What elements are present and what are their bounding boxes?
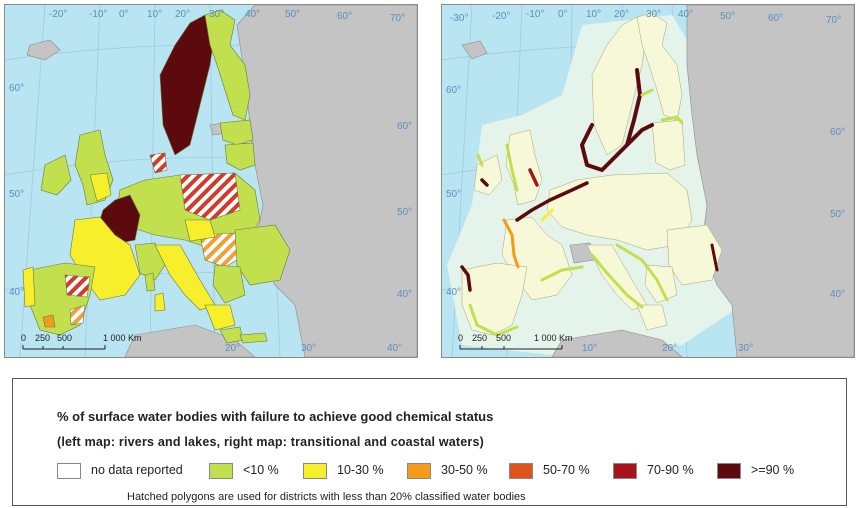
coastline-classes (460, 68, 719, 337)
lon-label: 50° (720, 11, 735, 22)
legend-note: Hatched polygons are used for districts … (127, 491, 526, 503)
legend-swatch (717, 463, 741, 479)
lat-label: 60° (446, 85, 461, 96)
scale-bar: 0 250 500 1 000 Km (21, 333, 142, 350)
legend-item-label: >=90 % (751, 463, 795, 477)
lon-label: 20° (614, 9, 629, 20)
lon-label: 40° (387, 343, 402, 354)
lon-label: 20° (175, 9, 190, 20)
islands (144, 272, 268, 344)
legend-item-label: 70-90 % (647, 463, 694, 477)
lon-label: 30° (301, 343, 316, 354)
lat-label: 50° (9, 189, 24, 200)
legend-swatch (57, 463, 81, 479)
lon-label: 10° (147, 9, 162, 20)
legend-swatch (407, 463, 431, 479)
legend-subtitle: (left map: rivers and lakes, right map: … (57, 435, 485, 449)
lon-label: -10° (526, 9, 544, 20)
lat-label: 50° (397, 207, 412, 218)
scale-label: 1 000 Km (534, 333, 573, 343)
eu-land (461, 12, 723, 336)
lon-label: 30° (738, 343, 753, 354)
left-map-canvas: -20° -10° 0° 10° 20° 30° 40° 50° 60° 70°… (5, 5, 417, 357)
right-map-transitional-coastal: -30° -20° -10° 0° 10° 20° 30° 40° 50° 60… (441, 4, 855, 358)
lat-label: 40° (446, 287, 461, 298)
non-eu-land (461, 5, 854, 357)
lon-label: 10° (586, 9, 601, 20)
lon-label: 30° (209, 9, 224, 20)
lat-label: 60° (397, 121, 412, 132)
legend-title: % of surface water bodies with failure t… (57, 409, 494, 424)
scale-label: 1 000 Km (103, 333, 142, 343)
lon-label: 60° (768, 13, 783, 24)
scale-label: 0 (458, 333, 463, 343)
lon-label: -30° (450, 13, 468, 24)
lon-label: 0° (119, 9, 129, 20)
scale-label: 500 (57, 333, 72, 343)
lon-label: 50° (285, 9, 300, 20)
lat-label: 50° (446, 189, 461, 200)
legend-swatch (303, 463, 327, 479)
graticule-labels: -30° -20° -10° 0° 10° 20° 30° 40° 50° 60… (446, 9, 845, 354)
lon-label: 70° (826, 15, 841, 26)
lon-label: 30° (646, 9, 661, 20)
legend-item-label: 50-70 % (543, 463, 590, 477)
iberia (22, 262, 96, 336)
legend-item-label: no data reported (91, 463, 183, 477)
graticule-labels: -20° -10° 0° 10° 20° 30° 40° 50° 60° 70°… (9, 9, 412, 354)
lat-label: 40° (830, 289, 845, 300)
lon-label: 10° (582, 343, 597, 354)
left-map-rivers-lakes: -20° -10° 0° 10° 20° 30° 40° 50° 60° 70°… (4, 4, 418, 358)
scale-label: 250 (35, 333, 50, 343)
scale-label: 500 (496, 333, 511, 343)
legend-item-label: 30-50 % (441, 463, 488, 477)
lon-label: 20° (225, 343, 240, 354)
lat-label: 40° (9, 287, 24, 298)
lon-label: 0° (558, 9, 568, 20)
lon-label: 60° (337, 11, 352, 22)
legend-item-label: <10 % (243, 463, 279, 477)
lon-label: 70° (390, 13, 405, 24)
lon-label: -20° (492, 11, 510, 22)
legend-swatch (209, 463, 233, 479)
scale-label: 0 (21, 333, 26, 343)
legend: % of surface water bodies with failure t… (12, 378, 847, 506)
right-map-canvas: -30° -20° -10° 0° 10° 20° 30° 40° 50° 60… (442, 5, 854, 357)
lon-label: 40° (245, 9, 260, 20)
legend-swatch (509, 463, 533, 479)
british-isles (40, 129, 114, 206)
scale-bar: 0 250 500 1 000 Km (458, 333, 573, 350)
legend-item-label: 10-30 % (337, 463, 384, 477)
legend-swatch (613, 463, 637, 479)
lon-label: -20° (49, 9, 67, 20)
lon-label: 20° (662, 343, 677, 354)
lat-label: 50° (830, 209, 845, 220)
lat-label: 40° (397, 289, 412, 300)
lon-label: 40° (678, 9, 693, 20)
lon-label: -10° (89, 9, 107, 20)
scandinavia (159, 9, 256, 171)
lat-label: 60° (9, 83, 24, 94)
scale-label: 250 (472, 333, 487, 343)
lat-label: 60° (830, 127, 845, 138)
